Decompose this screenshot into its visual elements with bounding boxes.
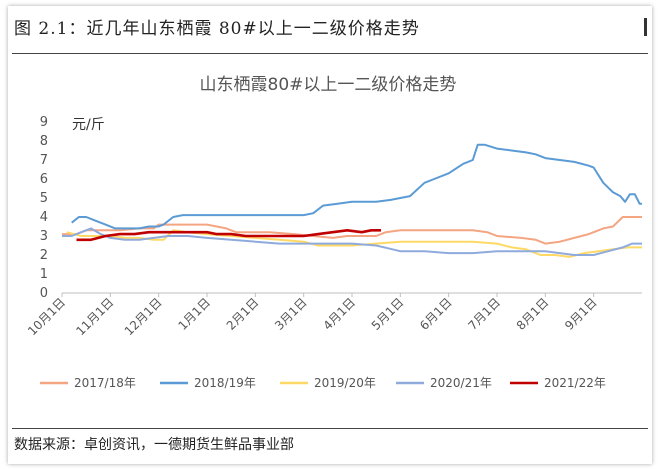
data-source-note: 数据来源：卓创资讯，一德期货生鲜品事业部 — [14, 437, 294, 453]
legend: 2017/18年 2018/19年 2019/20年 2020/21年 2021/22年 — [40, 376, 606, 390]
x-tick-label: 11月1日 — [73, 295, 116, 338]
x-tick-label: 10月1日 — [25, 295, 68, 338]
series-line-3 — [62, 227, 642, 256]
x-axis-ticks: 10月1日 11月1日 12月1日 1月1日 2月1日 3月1日 4月1日 5月1日 6月1日 7… — [25, 293, 600, 338]
x-tick-label: 6月1日 — [417, 295, 455, 333]
y-tick-label: 2 — [40, 248, 48, 263]
y-tick-label: 9 — [40, 115, 48, 130]
x-tick-label: 9月1日 — [562, 295, 600, 333]
y-tick-label: 6 — [40, 172, 48, 187]
y-tick-label: 4 — [40, 210, 48, 225]
legend-label-2: 2019/20年 — [314, 376, 376, 390]
legend-label-1: 2018/19年 — [194, 376, 256, 390]
series-line-4 — [76, 229, 381, 242]
y-tick-label: 0 — [40, 286, 48, 301]
legend-label-0: 2017/18年 — [74, 376, 136, 390]
figure-caption: 图 2.1：近几年山东栖霞 80#以上一二级价格走势 — [14, 19, 420, 39]
x-tick-label: 8月1日 — [514, 295, 552, 333]
x-tick-label: 2月1日 — [224, 295, 262, 333]
y-unit-label: 元/斤 — [72, 117, 105, 133]
y-tick-label: 3 — [40, 229, 48, 244]
chart-title: 山东栖霞80#以上一二级价格走势 — [200, 75, 457, 95]
y-tick-label: 5 — [40, 191, 48, 206]
legend-label-4: 2021/22年 — [544, 376, 606, 390]
x-tick-label: 12月1日 — [122, 295, 165, 338]
legend-label-3: 2020/21年 — [430, 376, 492, 390]
series-line-0 — [62, 216, 642, 245]
edge-mark — [644, 18, 647, 36]
x-tick-label: 1月1日 — [175, 295, 213, 333]
source-divider — [12, 428, 648, 429]
y-tick-label: 1 — [40, 267, 48, 282]
x-tick-label: 3月1日 — [272, 295, 310, 333]
caption-divider — [12, 53, 648, 54]
y-tick-label: 7 — [40, 153, 48, 168]
y-tick-label: 8 — [40, 134, 48, 149]
x-tick-label: 7月1日 — [465, 295, 503, 333]
series-lines — [62, 143, 642, 258]
x-tick-label: 4月1日 — [320, 295, 358, 333]
x-tick-label: 5月1日 — [369, 295, 407, 333]
series-line-1 — [71, 143, 642, 230]
y-axis-ticks: 0 1 2 3 4 5 6 7 8 9 — [40, 115, 48, 301]
